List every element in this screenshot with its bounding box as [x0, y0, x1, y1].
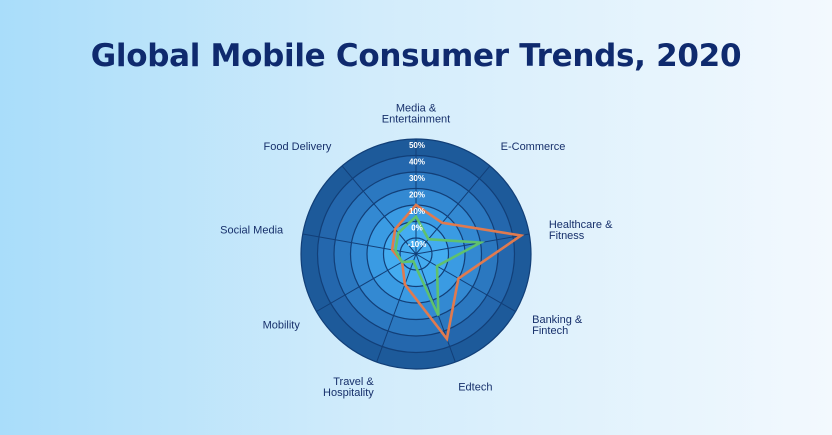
tick-label: 30% [409, 174, 425, 183]
category-label: E-Commerce [501, 141, 566, 153]
page-title: Global Mobile Consumer Trends, 2020 [90, 38, 742, 74]
category-label: Social Media [220, 225, 284, 237]
chart-spoke [415, 233, 530, 255]
category-label: Banking & [532, 314, 583, 326]
series-line-2 [394, 214, 486, 317]
chart-spoke [341, 165, 417, 255]
tick-label: 0% [411, 224, 423, 233]
category-label: Edtech [458, 381, 492, 393]
category-label: Fitness [549, 230, 585, 242]
category-label: Entertainment [382, 114, 450, 126]
tick-label: 40% [409, 158, 425, 167]
category-label: Media & [396, 103, 437, 115]
series-line-1 [390, 203, 525, 342]
category-label: Fintech [532, 325, 568, 337]
category-label: Travel & [333, 376, 374, 388]
tick-label: -10% [408, 240, 427, 249]
chart-spokes [302, 139, 530, 363]
chart-spoke [415, 253, 516, 312]
chart-spoke [302, 233, 417, 255]
tick-label: 10% [409, 207, 425, 216]
category-label: Food Delivery [264, 141, 332, 153]
chart-series [390, 203, 525, 342]
category-label: Mobility [263, 320, 301, 332]
tick-label: 50% [409, 141, 425, 150]
tick-label: 20% [409, 191, 425, 200]
category-label: Healthcare & [549, 219, 613, 231]
chart-spoke [316, 253, 417, 312]
chart-spoke [376, 253, 417, 363]
category-label: Hospitality [323, 387, 374, 399]
chart-tick-labels: -10% 0% 10% 20% 30% 40% 50% [408, 141, 427, 249]
chart-category-labels: Media &Entertainment E-Commerce Healthcare… [220, 103, 613, 399]
